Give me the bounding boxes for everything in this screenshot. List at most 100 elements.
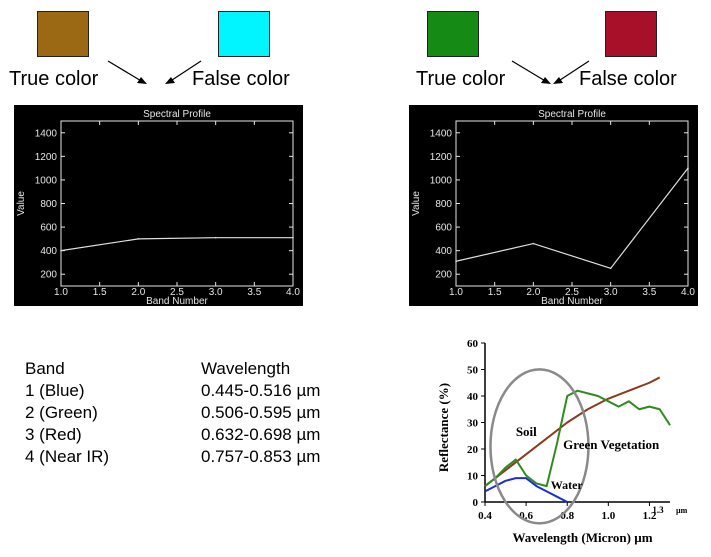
y-tick-label: 10 [467,471,479,483]
x-tick-label: 1.5 [488,287,502,298]
y-tick-label: 60 [467,338,479,350]
chart-title: Spectral Profile [143,109,211,120]
reflectance-chart: 0 10 20 30 40 50 60 0.4 0.6 0.8 1.0 1.2 1.3 µm Wavelen… [432,335,702,555]
band-wavelength-table: Band Wavelength 1 (Blue) 0.445-0.516 µm … [25,358,401,468]
y-tick-label: 1400 [35,128,58,139]
annotation-label: Water [551,478,584,492]
x-axis-label: Wavelength (Micron) µm [512,530,652,545]
band-cell: 2 (Green) [25,403,98,422]
x-tick-label: 1.3 [652,505,664,515]
x-tick-label: 0.4 [478,510,492,522]
y-tick-label: 1200 [35,152,58,163]
y-axis-label: Value [16,191,27,216]
y-tick-label: 800 [435,199,452,210]
x-tick-label: 3.5 [642,287,656,298]
column-header-wavelength: Wavelength [201,359,291,378]
spectral-profile-chart-left: Spectral Profile 200 400 600 800 1000 1200 1400… [14,105,303,306]
annotation-label: Soil [516,424,537,439]
y-tick-label: 30 [467,418,479,430]
x-tick-label: 3.0 [604,287,618,298]
x-tick-label: 1.0 [601,510,615,522]
series-line [455,167,689,270]
true-color-swatch [37,11,89,57]
true-color-label: True color [416,68,506,90]
annotation-label: Green Vegetation [563,437,660,452]
plot-frame [60,120,294,287]
table-row: 2 (Green) 0.506-0.595 µm [25,402,401,424]
x-tick-label: 1.5 [93,287,107,298]
data-point [214,236,217,239]
band-cell: 1 (Blue) [25,381,85,400]
arrow-right-down-icon [511,60,551,84]
plot-frame [455,120,689,287]
x-tick-label: 2.0 [526,287,540,298]
wavelength-cell: 0.445-0.516 µm [201,381,321,400]
y-tick-label: 800 [40,199,57,210]
spectral-profile-plot: Spectral Profile 200 400 600 800 1000 1200 1400… [16,109,300,306]
arrow-left-down-icon [553,60,590,84]
x-tick-label: 3.0 [209,287,223,298]
table-row: 3 (Red) 0.632-0.698 µm [25,424,401,446]
wavelength-cell: 0.506-0.595 µm [201,403,321,422]
visible-region-ellipse [489,368,590,525]
x-unit-label: µm [676,506,688,515]
y-tick-label: 200 [435,270,452,281]
false-color-swatch [605,11,657,57]
arrow-left-down-icon [165,60,202,84]
data-point [609,267,612,270]
y-axis-label: Value [411,191,422,216]
true-color-label: True color [9,68,99,90]
data-point [455,260,457,263]
y-axis-label: Reflectance (%) [436,383,451,472]
x-tick-label: 1.0 [449,287,463,298]
data-point [292,236,294,239]
data-point [60,249,62,252]
table-header-row: Band Wavelength [25,358,401,380]
column-header-band: Band [25,359,65,378]
y-tick-label: 1400 [430,128,453,139]
y-tick-label: 1000 [35,175,58,186]
series-line [484,477,568,503]
x-tick-label: 1.2 [643,510,657,522]
spectral-profile-plot: Spectral Profile 200 400 600 800 1000 1200 1400… [411,109,695,306]
y-tick-label: 1200 [430,152,453,163]
true-color-swatch [427,11,479,57]
y-tick-label: 400 [435,246,452,257]
false-color-swatch [218,11,270,57]
arrow-right-down-icon [107,60,147,84]
data-point [137,238,140,240]
x-tick-label: 3.5 [247,287,261,298]
data-point [532,242,535,245]
y-tick-label: 400 [40,246,57,257]
spectral-profile-chart-right: Spectral Profile 200 400 600 800 1000 1200 1400… [409,105,698,306]
chart-title: Spectral Profile [538,109,606,120]
series-line [60,237,293,252]
table-row: 1 (Blue) 0.445-0.516 µm [25,380,401,402]
x-axis-label: Band Number [541,296,603,306]
series-line [484,389,671,488]
x-tick-label: 1.0 [54,287,68,298]
x-tick-label: 2.5 [565,287,579,298]
band-cell: 3 (Red) [25,425,82,444]
y-tick-label: 40 [467,391,479,403]
x-tick-label: 4.0 [681,287,695,298]
x-tick-label: 2.5 [170,287,184,298]
y-tick-label: 600 [40,223,57,234]
wavelength-cell: 0.757-0.853 µm [201,447,321,466]
x-tick-label: 2.0 [131,287,145,298]
false-color-label: False color [192,68,290,90]
data-point [687,167,689,169]
y-tick-label: 200 [40,270,57,281]
y-tick-label: 1000 [430,175,453,186]
false-color-label: False color [579,68,677,90]
y-tick-label: 0 [473,497,479,509]
y-tick-label: 20 [467,444,479,456]
band-cell: 4 (Near IR) [25,447,110,466]
x-tick-label: 4.0 [286,287,300,298]
y-tick-label: 600 [435,223,452,234]
series-line [484,376,661,487]
y-tick-label: 50 [467,365,479,377]
table-row: 4 (Near IR) 0.757-0.853 µm [25,446,401,468]
wavelength-cell: 0.632-0.698 µm [201,425,321,444]
